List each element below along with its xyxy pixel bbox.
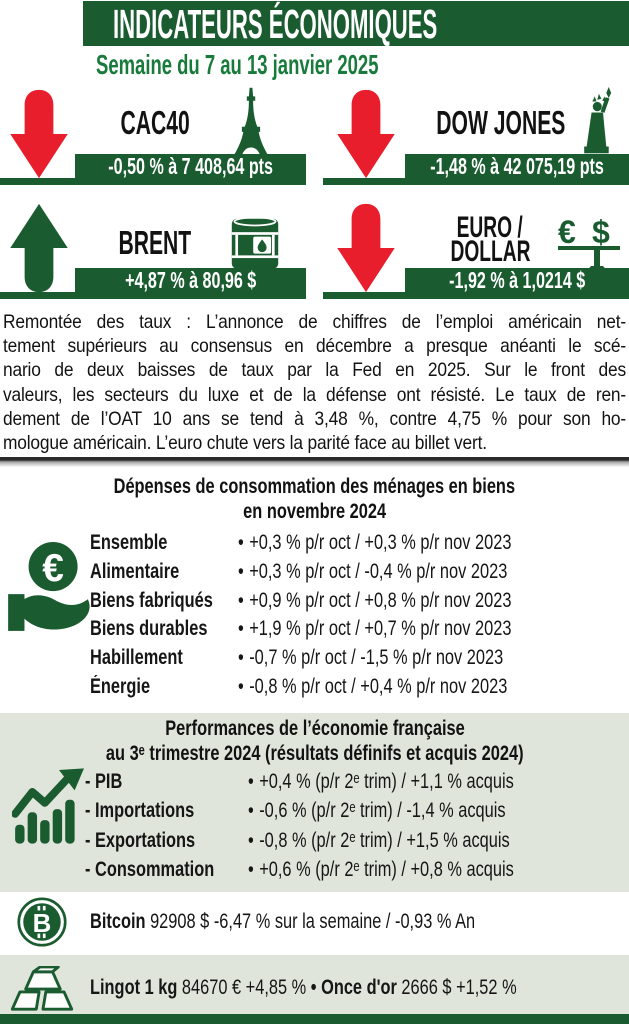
week-subtitle: Semaine du 7 au 13 janvier 2025 — [96, 49, 379, 80]
consumption-row: Habillement • -0,7 % p/r oct / -1,5 % p/r… — [90, 646, 504, 670]
bullet-icon: • — [238, 588, 244, 612]
commentary-line: nario de deux baisses de taux par la Fed… — [3, 359, 626, 382]
growth-chart-icon — [12, 768, 84, 844]
bullet-icon: • — [238, 674, 244, 698]
tile-baseline — [0, 178, 306, 185]
gold-ingots-icon — [10, 966, 74, 1011]
performance-section-background — [0, 713, 629, 892]
section-divider — [0, 457, 629, 467]
performance-row: - Importations • -0,6 % (p/r 2ᵉ trim) / -… — [85, 799, 506, 823]
bullet-icon: • — [238, 531, 244, 554]
gold-ingot-value: 84670 € +4,85 % — [177, 976, 311, 999]
dollar-symbol: $ — [592, 215, 610, 250]
indicator-cac40: CAC40 -0,50 % à 7 408,64 pts — [0, 86, 306, 188]
performance-row: - PIB • +0,4 % (p/r 2ᵉ trim) / +1,1 % acq… — [85, 770, 514, 793]
euro-dollar-scale-icon: € $ — [558, 215, 620, 273]
bitcoin-b-symbol: B — [33, 910, 52, 938]
euro-symbol: € — [558, 215, 576, 250]
indicator-dow-jones: DOW JONES -1,48 % à 42 075,19 pts — [320, 86, 629, 188]
consumption-row: Ensemble • +0,3 % p/r oct / +0,3 % p/r no… — [90, 531, 512, 554]
value-bar: -1,92 % à 1,0214 $ — [405, 267, 629, 293]
up-arrow-icon — [10, 203, 68, 293]
bullet-icon: • — [238, 646, 244, 670]
eiffel-tower-icon — [231, 87, 271, 160]
consumption-row: Énergie • -0,8 % p/r oct / +0,4 % p/r nov… — [90, 674, 508, 698]
bullet-icon: • — [238, 559, 244, 583]
commentary-line: mologue américain. L’euro chute vers la … — [3, 432, 487, 455]
bullet-icon: • — [248, 770, 254, 793]
performance-title-line1: Performances de l’économie française — [164, 717, 465, 740]
performance-row: - Exportations • -0,8 % (p/r 2ᵉ trim) / +… — [85, 828, 510, 852]
value-bar: -0,50 % à 7 408,64 pts — [75, 153, 306, 179]
consumption-row: Alimentaire • +0,3 % p/r oct / -0,4 % p/r… — [90, 559, 508, 583]
hand-euro-icon: € — [8, 542, 90, 631]
indicator-brent: BRENT +4,87 % à 80,96 $ — [0, 198, 306, 300]
bullet-icon: • — [248, 857, 254, 881]
gold-ingot-label: Lingot 1 kg — [90, 976, 178, 999]
consumption-title-line2: en novembre 2024 — [243, 500, 386, 523]
bottom-bar — [0, 1014, 629, 1024]
performance-title-line2: au 3ᵉ trimestre 2024 (résultats définifs… — [105, 742, 524, 765]
tile-baseline — [323, 292, 629, 299]
bullet-icon: • — [238, 617, 244, 641]
bullet-icon: • — [248, 828, 254, 852]
tile-baseline — [0, 292, 306, 299]
statue-of-liberty-icon — [584, 87, 612, 154]
page-title: INDICATEURS ÉCONOMIQUES — [113, 1, 438, 47]
bitcoin-line: Bitcoin 92908 $ -6,47 % sur la semaine /… — [90, 910, 584, 934]
down-arrow-icon — [10, 89, 68, 179]
gold-section-background — [0, 955, 629, 1015]
gold-ounce-value: 2666 $ +1,52 % — [396, 976, 517, 999]
consumption-rows: Ensemble • +0,3 % p/r oct / +0,3 % p/r no… — [90, 531, 620, 704]
gold-ounce-label: • Once d'or — [310, 976, 397, 999]
consumption-row: Biens durables • +1,9 % p/r oct / +0,7 % … — [90, 617, 512, 641]
commentary-line: Remontée des taux : L’annonce de chiffre… — [3, 311, 626, 333]
consumption-title-line1: Dépenses de consommation des ménages en … — [113, 475, 516, 498]
indicator-euro-dollar: EURO / DOLLAR € $ -1,92 % à 1,0214 $ — [320, 198, 629, 300]
bitcoin-label: Bitcoin — [90, 910, 146, 933]
commentary-line: tement supérieurs au consensus en décemb… — [3, 335, 626, 358]
commentary-line: valeurs, les secteurs du luxe et de la d… — [3, 383, 626, 406]
header-band: INDICATEURS ÉCONOMIQUES — [83, 1, 629, 46]
oil-barrel-icon — [231, 216, 279, 269]
value-bar: -1,48 % à 42 075,19 pts — [405, 153, 629, 179]
performance-rows: - PIB • +0,4 % (p/r 2ᵉ trim) / +1,1 % acq… — [85, 770, 625, 887]
euro-symbol: € — [42, 547, 64, 590]
consumption-row: Biens fabriqués • +0,9 % p/r oct / +0,8 %… — [90, 588, 512, 612]
gold-line: Lingot 1 kg 84670 € +4,85 % • Once d'or … — [90, 976, 629, 1000]
down-arrow-icon — [337, 203, 395, 293]
performance-row: - Consommation • +0,6 % (p/r 2ᵉ trim) / +… — [85, 857, 514, 881]
tile-baseline — [323, 178, 629, 185]
bitcoin-icon: B — [17, 897, 67, 947]
bitcoin-value: 92908 $ -6,47 % sur la semaine / -0,93 %… — [145, 910, 476, 933]
indicator-label: DOW JONES — [436, 104, 566, 141]
commentary-line: dement de l’OAT 10 ans se tend à 3,48 %,… — [3, 407, 626, 430]
down-arrow-icon — [337, 89, 395, 179]
weekly-commentary: Remontée des taux : L’annonce de chiffre… — [3, 310, 626, 460]
indicator-label: BRENT — [118, 224, 192, 261]
value-bar: +4,87 % à 80,96 $ — [75, 267, 306, 293]
bullet-icon: • — [248, 799, 254, 823]
indicator-label: CAC40 — [120, 104, 190, 141]
indicator-label: EURO / DOLLAR — [449, 211, 530, 268]
